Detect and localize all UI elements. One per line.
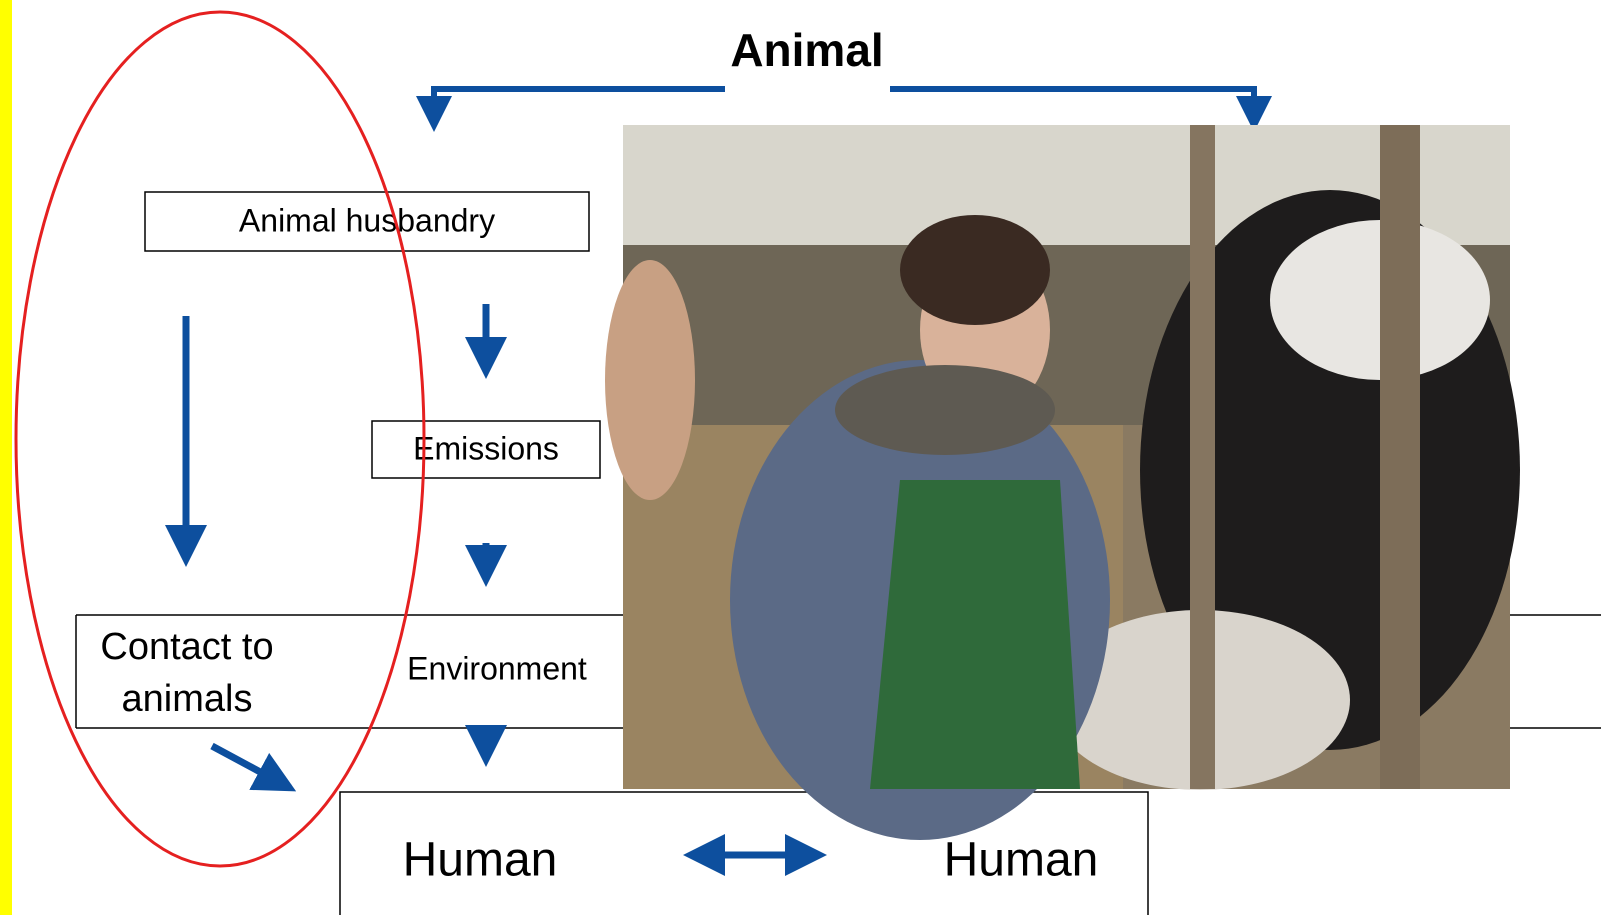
node-label: animals — [122, 678, 253, 720]
photo — [605, 125, 1520, 840]
node-label: Emissions — [413, 430, 559, 466]
node-label: Animal husbandry — [239, 202, 495, 238]
node-label: Environment — [407, 650, 587, 686]
node-label: Human — [403, 834, 558, 887]
node-box — [371, 420, 601, 479]
node-label: Human — [944, 834, 1099, 887]
flow-arrows — [165, 304, 827, 876]
side-bar — [0, 0, 12, 915]
node-label: Contact to — [100, 626, 273, 668]
node-box — [144, 191, 590, 252]
node-box — [339, 791, 1149, 915]
highlight-ellipse — [14, 10, 426, 868]
title: Animal — [730, 24, 883, 76]
top-bracket — [416, 86, 1272, 132]
